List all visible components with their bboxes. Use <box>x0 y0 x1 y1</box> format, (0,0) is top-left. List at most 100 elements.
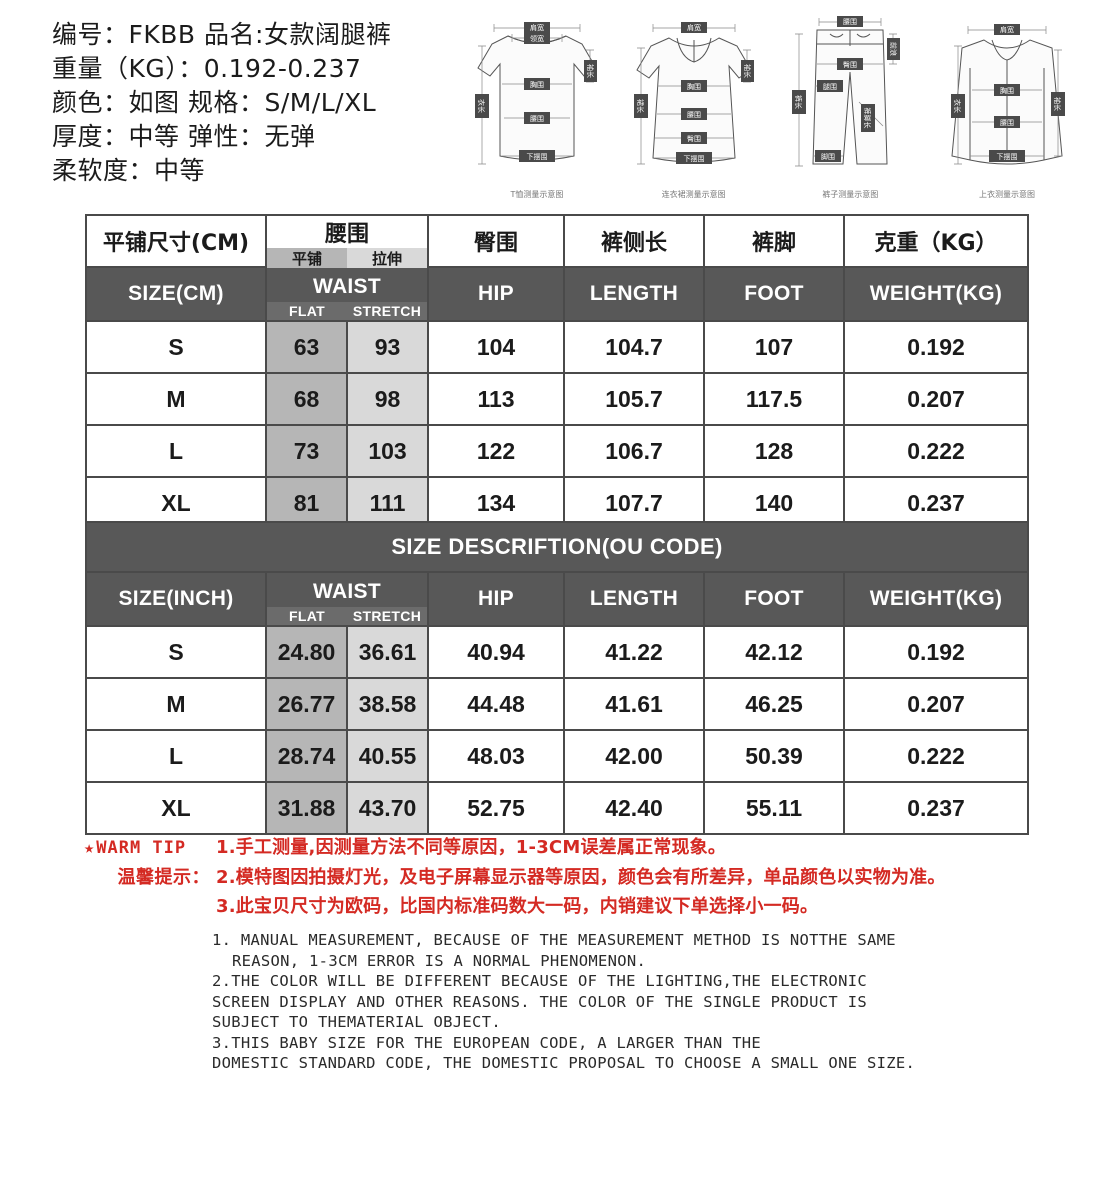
cell-weight: 0.222 <box>842 729 1030 783</box>
header-hip-inch: HIP <box>427 571 565 627</box>
cell-waist-stretch: 40.55 <box>346 729 429 783</box>
svg-text:下摆围: 下摆围 <box>996 152 1017 161</box>
svg-text:腿围: 腿围 <box>823 83 837 91</box>
cell-waist-flat: 81 <box>265 476 348 530</box>
diagram-caption: 连衣裙测量示意图 <box>661 190 726 199</box>
header-waist-stretch-inch: STRETCH <box>347 607 427 625</box>
header-waist-inch-label: WAIST <box>313 580 381 603</box>
cell-foot: 140 <box>703 476 845 530</box>
cell-waist-stretch: 36.61 <box>346 625 429 679</box>
cell-foot: 128 <box>703 424 845 478</box>
svg-text:腰围: 腰围 <box>843 18 857 26</box>
cell-weight: 0.192 <box>843 320 1029 374</box>
header-waist-stretch-cn: 拉伸 <box>347 248 427 268</box>
english-note-line: SUBJECT TO THEMATERIAL OBJECT. <box>212 1013 501 1031</box>
svg-text:衣长: 衣长 <box>953 99 962 113</box>
product-info-line: 编号：FKBB 品名:女款阔腿裤 <box>52 20 392 49</box>
product-info-line: 颜色：如图 规格：S/M/L/XL <box>52 88 377 117</box>
product-info-block: 编号：FKBB 品名:女款阔腿裤 重量（KG）：0.192-0.237 颜色：如… <box>52 18 482 188</box>
english-note-line: REASON, 1-3CM ERROR IS A NORMAL PHENOMEN… <box>232 951 647 970</box>
cell-waist-flat: 31.88 <box>265 781 348 835</box>
header-foot-inch: FOOT <box>703 571 845 627</box>
diagram-tshirt: 肩宽 领宽 袖长 胸围 腰围 衣长 下摆围 T恤测量示意图 <box>462 6 612 202</box>
svg-text:臀围: 臀围 <box>687 135 701 143</box>
cell-length: 41.61 <box>563 677 705 731</box>
cell-hip: 40.94 <box>427 625 565 679</box>
cell-hip: 113 <box>427 372 565 426</box>
cell-hip: 104 <box>427 320 565 374</box>
header-waist-cn-label: 腰围 <box>324 222 369 247</box>
cell-waist-flat: 28.74 <box>265 729 348 783</box>
svg-text:脚围: 脚围 <box>821 152 835 161</box>
svg-text:裙长: 裙长 <box>636 99 645 113</box>
cell-weight: 0.222 <box>843 424 1029 478</box>
pants-icon: 腰围 前浪 臀围 腿围 裤长 裤脚长 脚围 <box>792 16 901 167</box>
svg-text:下摆围: 下摆围 <box>683 154 704 163</box>
warm-tip-line: ★WARM TIP 1.手工测量,因测量方法不同等原因，1-3CM误差属正常现象… <box>84 833 1034 863</box>
size-table-inch: SIZE DESCRIFTION(OU CODE) SIZE(INCH) WAI… <box>84 521 1030 835</box>
english-note-line: 2.THE COLOR WILL BE DIFFERENT BECAUSE OF… <box>212 972 867 990</box>
cell-length: 42.00 <box>563 729 705 783</box>
cell-size: M <box>85 372 267 426</box>
header-hip-en: HIP <box>427 266 565 322</box>
svg-text:胸围: 胸围 <box>687 82 701 91</box>
header-length-cn: 裤侧长 <box>563 214 705 268</box>
svg-text:袖长: 袖长 <box>743 64 752 78</box>
header-size-cn: 平铺尺寸(CM) <box>85 214 267 268</box>
table-row: L 28.74 40.55 48.03 42.00 50.39 0.222 <box>85 729 1030 783</box>
tshirt-icon: 肩宽 领宽 袖长 胸围 腰围 衣长 下摆围 <box>475 22 597 165</box>
cell-hip: 52.75 <box>427 781 565 835</box>
header-length-inch: LENGTH <box>563 571 705 627</box>
header-waist-en-label: WAIST <box>313 275 381 298</box>
diagram-pants: 腰围 前浪 臀围 腿围 裤长 裤脚长 脚围 裤子测量示意图 <box>775 6 925 202</box>
cell-weight: 0.207 <box>842 677 1030 731</box>
cell-foot: 107 <box>703 320 845 374</box>
table-row: S 24.80 36.61 40.94 41.22 42.12 0.192 <box>85 625 1030 679</box>
cell-hip: 122 <box>427 424 565 478</box>
measurement-diagrams: 肩宽 领宽 袖长 胸围 腰围 衣长 下摆围 T恤测量示意图 <box>462 6 1082 202</box>
svg-text:腰围: 腰围 <box>530 115 544 123</box>
product-info-line: 重量（KG）：0.192-0.237 <box>52 54 362 83</box>
product-info-line: 厚度：中等 弹性：无弹 <box>52 122 316 151</box>
cell-weight: 0.207 <box>843 372 1029 426</box>
header-weight-en: WEIGHT(KG) <box>843 266 1029 322</box>
cell-weight: 0.192 <box>842 625 1030 679</box>
warm-tip-text: 1.手工测量,因测量方法不同等原因，1-3CM误差属正常现象。 <box>216 837 727 858</box>
cell-hip: 134 <box>427 476 565 530</box>
table-row: S 63 93 104 104.7 107 0.192 <box>85 320 1029 374</box>
section-title-row: SIZE DESCRIFTION(OU CODE) <box>84 521 1030 573</box>
cell-waist-stretch: 111 <box>346 476 429 530</box>
svg-text:肩宽: 肩宽 <box>687 23 701 32</box>
cell-length: 42.40 <box>563 781 705 835</box>
header-waist-en: WAIST FLAT STRETCH <box>265 266 429 322</box>
cell-waist-flat: 63 <box>265 320 348 374</box>
header-foot-en: FOOT <box>703 266 845 322</box>
cell-foot: 55.11 <box>703 781 845 835</box>
svg-text:肩宽: 肩宽 <box>530 23 544 32</box>
header-waist-cn: 腰围 平铺 拉伸 <box>265 214 429 268</box>
cell-size: M <box>85 677 267 731</box>
header-waist-flat-cn: 平铺 <box>267 248 347 268</box>
svg-text:领宽: 领宽 <box>530 34 544 43</box>
table-row: M 68 98 113 105.7 117.5 0.207 <box>85 372 1029 426</box>
svg-text:臀围: 臀围 <box>843 61 857 69</box>
header-foot-cn: 裤脚 <box>703 214 845 268</box>
cell-waist-flat: 68 <box>265 372 348 426</box>
diagram-caption: 裤子测量示意图 <box>822 190 879 199</box>
warm-tip-line: 温馨提示： 2.模特图因拍摄灯光，及电子屏幕显示器等原因，颜色会有所差异，单品颜… <box>84 863 1034 892</box>
table-row: XL 31.88 43.70 52.75 42.40 55.11 0.237 <box>85 781 1030 835</box>
cell-length: 104.7 <box>563 320 705 374</box>
diagram-dress: 肩宽 袖长 胸围 腰围 臀围 裙长 下摆围 连衣裙测量示意图 <box>619 6 769 202</box>
svg-text:衣长: 衣长 <box>477 99 486 113</box>
cell-waist-flat: 26.77 <box>265 677 348 731</box>
svg-text:裤脚长: 裤脚长 <box>863 108 872 129</box>
dress-icon: 肩宽 袖长 胸围 腰围 臀围 裙长 下摆围 <box>633 22 754 165</box>
svg-text:腰围: 腰围 <box>687 111 701 119</box>
table-header-row-en: SIZE(INCH) WAIST FLAT STRETCH HIP LENGTH… <box>85 571 1030 627</box>
warm-tip-text: 2.模特图因拍摄灯光，及电子屏幕显示器等原因，颜色会有所差异，单品颜色以实物为准… <box>216 867 946 888</box>
diagram-shirt: 肩宽 胸围 腰围 衣长 袖长 下摆围 上衣测量示意图 <box>932 6 1082 202</box>
star-icon: ★ <box>84 838 96 858</box>
svg-text:袖长: 袖长 <box>1053 97 1062 111</box>
cell-foot: 46.25 <box>703 677 845 731</box>
section-title: SIZE DESCRIFTION(OU CODE) <box>84 521 1030 573</box>
